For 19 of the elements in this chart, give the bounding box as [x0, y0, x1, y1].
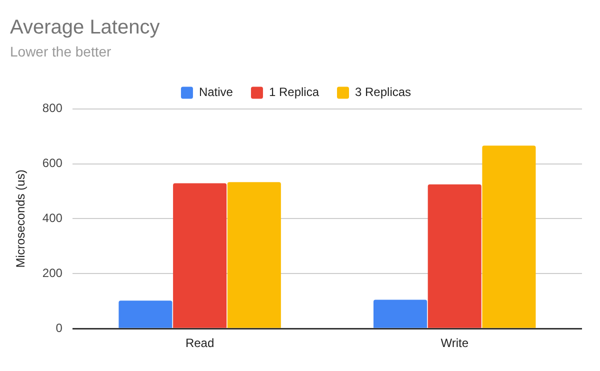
y-tick-label: 600 — [42, 156, 63, 170]
y-axis-title: Microseconds (us) — [14, 170, 28, 268]
x-tick-label: Read — [185, 336, 214, 350]
bar — [227, 182, 281, 328]
legend-label: Native — [198, 85, 234, 100]
bar — [373, 300, 428, 328]
y-tick-label: 400 — [42, 211, 63, 226]
bar — [118, 300, 172, 328]
chart-subtitle: Lower the better — [10, 43, 112, 60]
legend-label: 3 Replicas — [355, 85, 412, 100]
y-tick-label: 0 — [56, 320, 63, 335]
bar — [428, 184, 482, 328]
bar — [482, 146, 536, 328]
legend-label: 1 Replica — [268, 85, 320, 100]
chart-title: Average Latency — [10, 16, 160, 39]
x-tick-label: Write — [440, 336, 469, 350]
y-tick-label: 800 — [42, 101, 63, 116]
bar — [173, 183, 227, 328]
y-tick-label: 200 — [42, 266, 63, 280]
